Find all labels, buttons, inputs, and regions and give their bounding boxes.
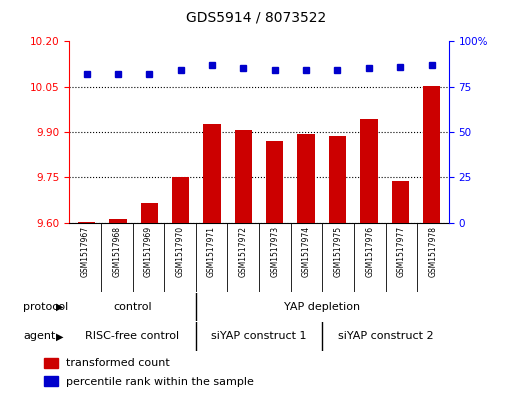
Text: YAP depletion: YAP depletion (284, 302, 361, 312)
Text: GSM1517969: GSM1517969 (144, 226, 153, 277)
Text: GSM1517967: GSM1517967 (81, 226, 90, 277)
Text: ▶: ▶ (56, 331, 64, 342)
Text: control: control (113, 302, 152, 312)
Bar (44, 358, 58, 368)
Text: RISC-free control: RISC-free control (86, 331, 180, 342)
Bar (298, 134, 315, 223)
Bar (78, 222, 95, 223)
Bar (360, 119, 378, 223)
Text: transformed count: transformed count (66, 358, 170, 368)
Text: GSM1517972: GSM1517972 (239, 226, 248, 277)
Text: GSM1517978: GSM1517978 (428, 226, 438, 277)
Text: GDS5914 / 8073522: GDS5914 / 8073522 (186, 11, 327, 25)
Bar (391, 181, 409, 223)
Text: GSM1517977: GSM1517977 (397, 226, 406, 277)
Text: GSM1517970: GSM1517970 (175, 226, 185, 277)
Bar (44, 376, 58, 386)
Text: GSM1517974: GSM1517974 (302, 226, 311, 277)
Bar (235, 130, 252, 223)
Bar (329, 136, 346, 223)
Text: GSM1517971: GSM1517971 (207, 226, 216, 277)
Text: GSM1517975: GSM1517975 (333, 226, 343, 277)
Text: percentile rank within the sample: percentile rank within the sample (66, 376, 254, 387)
Text: siYAP construct 1: siYAP construct 1 (211, 331, 307, 342)
Bar (141, 203, 158, 223)
Bar (109, 219, 127, 223)
Text: GSM1517968: GSM1517968 (112, 226, 121, 277)
Text: siYAP construct 2: siYAP construct 2 (338, 331, 433, 342)
Bar (172, 176, 189, 223)
Text: agent: agent (23, 331, 55, 342)
Text: ▶: ▶ (56, 302, 64, 312)
Bar (266, 141, 283, 223)
Text: GSM1517973: GSM1517973 (270, 226, 280, 277)
Bar (423, 86, 440, 223)
Text: GSM1517976: GSM1517976 (365, 226, 374, 277)
Text: protocol: protocol (23, 302, 68, 312)
Bar (203, 125, 221, 223)
